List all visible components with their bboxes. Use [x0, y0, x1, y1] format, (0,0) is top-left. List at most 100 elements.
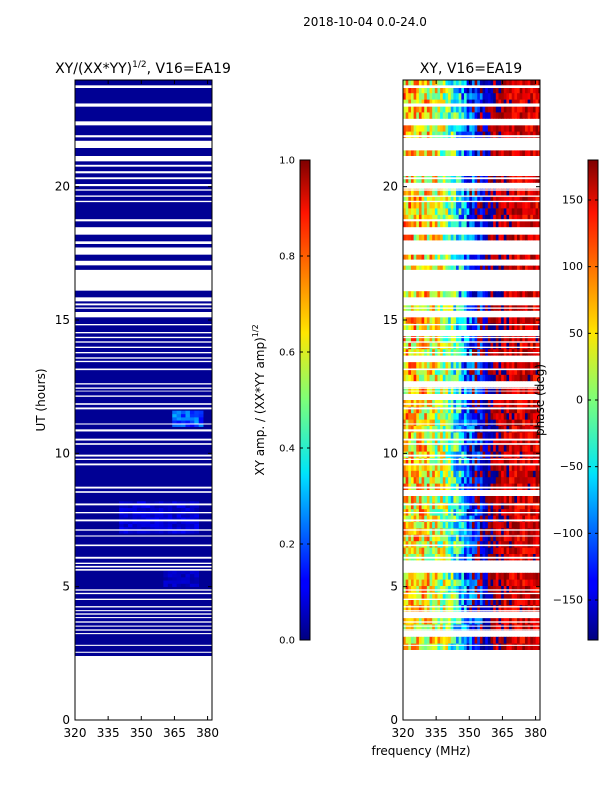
phase-cell	[509, 515, 513, 522]
flagged-gap	[75, 423, 212, 425]
phase-cell	[522, 150, 526, 158]
amplitude-cell	[154, 504, 160, 509]
phase-cell	[437, 425, 441, 433]
phase-cell	[479, 291, 483, 298]
phase-cell	[429, 86, 433, 94]
phase-cell	[437, 464, 441, 471]
phase-cell	[405, 419, 409, 426]
amplitude-cell	[150, 504, 155, 509]
phase-cell	[456, 464, 460, 471]
phase-cell	[463, 432, 468, 439]
amplitude-cell	[176, 573, 182, 578]
phase-cell	[471, 585, 475, 593]
phase-cell	[469, 361, 473, 369]
phase-cell	[482, 617, 486, 625]
phase-cell	[493, 374, 497, 382]
phase-cell	[416, 412, 420, 420]
phase-cell	[506, 476, 510, 484]
phase-cell	[524, 342, 529, 350]
phase-cell	[538, 572, 540, 580]
phase-cell	[429, 92, 433, 100]
phase-cell	[474, 432, 478, 439]
phase-cell	[408, 368, 412, 375]
phase-cell	[408, 425, 412, 433]
phase-cell	[453, 208, 457, 215]
phase-cell	[418, 323, 422, 330]
phase-cell	[442, 617, 446, 625]
phase-cell	[463, 502, 468, 510]
amplitude-cell	[181, 577, 186, 581]
phase-cell	[509, 419, 513, 426]
amplitude-y-axis-label: UT (hours)	[34, 368, 48, 431]
phase-cell	[445, 432, 449, 439]
phase-cell	[514, 438, 518, 446]
phase-cell	[458, 419, 462, 426]
phase-cell	[503, 176, 507, 183]
phase-cell	[498, 540, 502, 548]
phase-cell	[522, 528, 526, 535]
phase-cell	[426, 112, 430, 119]
amplitude-cell	[189, 580, 195, 584]
phase-cell	[517, 406, 521, 414]
flagged-gap	[403, 633, 540, 635]
phase-cell	[493, 502, 497, 510]
phase-cell	[527, 425, 531, 433]
phase-cell	[410, 438, 415, 446]
phase-cell	[532, 265, 536, 273]
phase-cell	[527, 412, 531, 420]
phase-cell	[527, 150, 531, 158]
phase-cell	[413, 92, 417, 100]
phase-cell	[471, 150, 475, 158]
phase-cell	[519, 336, 523, 343]
phase-cell	[501, 470, 505, 478]
phase-cell	[469, 451, 473, 458]
phase-cell	[405, 92, 409, 100]
amplitude-panel-title: XY/(XX*YY)1/2, V16=EA19	[55, 60, 231, 77]
phase-cell	[421, 361, 425, 369]
phase-cell	[461, 464, 465, 471]
phase-cell	[437, 540, 441, 548]
phase-cell	[514, 342, 518, 350]
phase-cell	[524, 457, 529, 465]
phase-cell	[421, 451, 425, 458]
phase-cell	[456, 406, 460, 414]
phase-colorbar-label: phase (deg)	[533, 364, 547, 436]
phase-cell	[424, 105, 428, 113]
phase-cell	[432, 438, 436, 446]
phase-cell	[511, 233, 515, 241]
phase-cell	[498, 105, 502, 113]
phase-cell	[421, 425, 425, 433]
phase-cell	[442, 451, 446, 458]
phase-cell	[453, 451, 457, 458]
phase-cell	[403, 598, 407, 606]
phase-cell	[477, 617, 481, 625]
phase-cell	[432, 540, 436, 548]
phase-cell	[474, 252, 478, 260]
flagged-gap	[403, 629, 540, 631]
phase-cell	[426, 361, 430, 369]
phase-cell	[503, 220, 507, 228]
phase-cell	[487, 540, 491, 548]
phase-cell	[429, 208, 433, 215]
phase-cell	[463, 105, 468, 113]
phase-cell	[456, 220, 460, 228]
phase-cell	[426, 425, 430, 433]
phase-cell	[418, 92, 422, 100]
phase-cell	[493, 579, 497, 586]
phase-cell	[490, 99, 494, 106]
phase-cell	[509, 617, 513, 625]
phase-cell	[490, 451, 494, 458]
phase-cell	[413, 617, 417, 625]
phase-cell	[509, 585, 513, 593]
phase-cell	[527, 540, 531, 548]
phase-cell	[469, 387, 473, 394]
phase-cell	[509, 316, 513, 324]
phase-cell	[482, 464, 486, 471]
phase-cell	[474, 540, 478, 548]
phase-cell	[434, 624, 438, 631]
phase-cell	[413, 579, 417, 586]
phase-cell	[405, 86, 409, 94]
phase-cell	[471, 438, 475, 446]
flagged-gap	[75, 164, 212, 167]
phase-cell	[493, 99, 497, 106]
